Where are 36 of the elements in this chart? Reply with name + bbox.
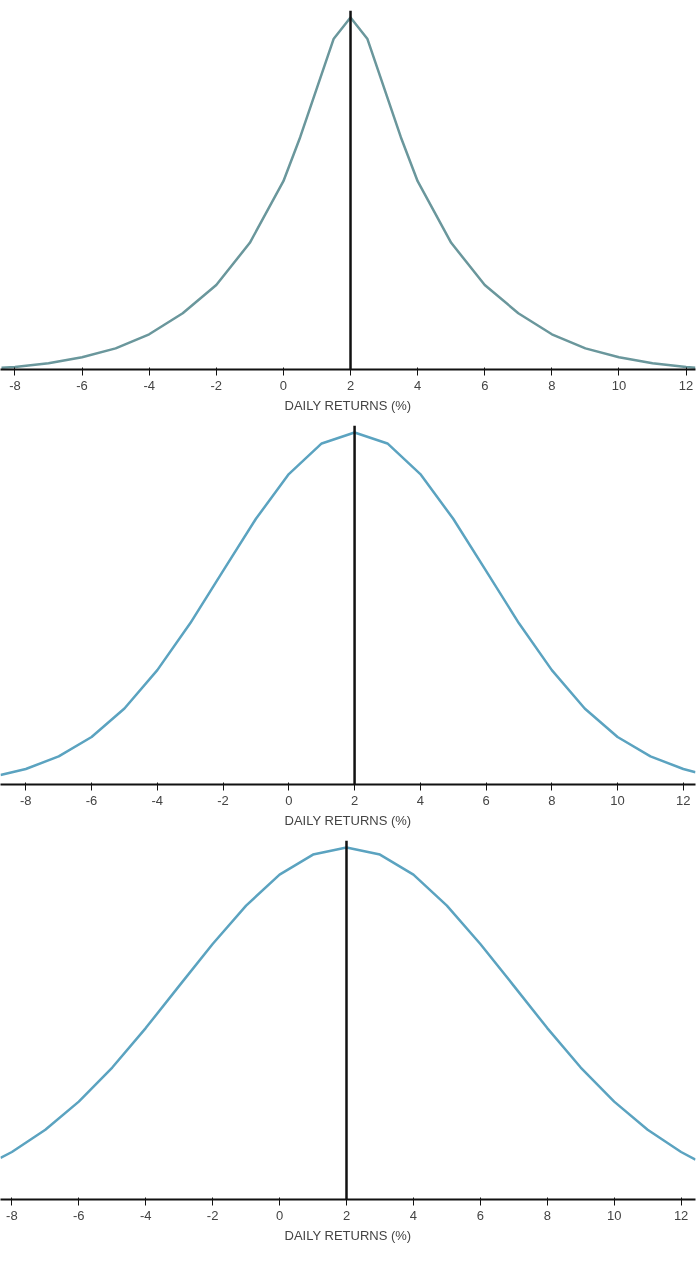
x-axis-title: DAILY RETURNS (%) (284, 1227, 412, 1243)
x-tick-label: -6 (85, 792, 98, 808)
x-tick-label: 2 (342, 1207, 351, 1223)
x-axis-title: DAILY RETURNS (%) (284, 397, 412, 413)
x-tick-label: 12 (676, 792, 691, 808)
x-tick-label: -8 (9, 377, 21, 393)
x-tick-label: 8 (543, 1207, 551, 1223)
x-tick-label: 4 (409, 1207, 418, 1223)
x-tick-label: -6 (73, 1207, 85, 1223)
x-tick-label: 0 (275, 1207, 284, 1223)
x-tick-label: 2 (346, 377, 355, 393)
x-tick-label: -8 (6, 1207, 18, 1223)
x-tick-label: 8 (548, 377, 556, 393)
x-tick-label: 10 (606, 1207, 622, 1223)
x-axis-title: DAILY RETURNS (%) (284, 812, 412, 828)
x-tick-label: -8 (20, 792, 32, 808)
x-tick-label: 12 (673, 1207, 689, 1223)
x-tick-label: 8 (548, 792, 556, 808)
x-tick-label: 10 (610, 792, 625, 808)
x-tick-label: -6 (76, 377, 88, 393)
x-tick-label: -4 (151, 792, 164, 808)
x-tick-label: 0 (279, 377, 288, 393)
x-tick-label: 2 (350, 792, 359, 808)
x-tick-label: 10 (611, 377, 627, 393)
x-tick-label: 6 (482, 792, 490, 808)
x-tick-label: -2 (206, 1207, 219, 1223)
x-tick-label: 12 (678, 377, 694, 393)
x-tick-label: -4 (143, 377, 155, 393)
x-tick-label: 4 (416, 792, 424, 808)
x-tick-label: 6 (481, 377, 489, 393)
x-tick-label: -4 (139, 1207, 152, 1223)
x-tick-label: -2 (217, 792, 229, 808)
x-tick-label: 4 (414, 377, 422, 393)
x-tick-label: 6 (476, 1207, 484, 1223)
x-tick-label: -2 (210, 377, 223, 393)
x-tick-label: 0 (285, 792, 293, 808)
